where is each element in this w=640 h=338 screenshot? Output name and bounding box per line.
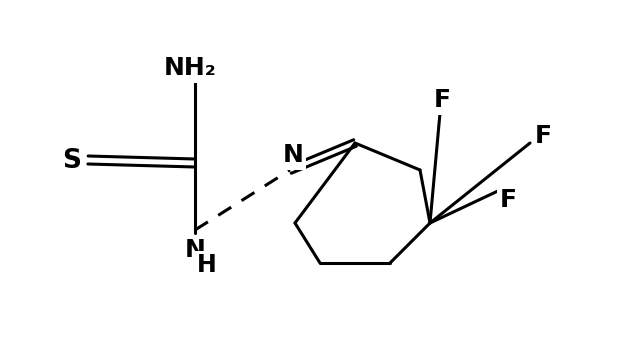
Text: F: F — [534, 124, 552, 148]
Text: N: N — [283, 143, 303, 167]
Text: H: H — [197, 253, 217, 277]
Text: F: F — [499, 188, 516, 212]
Text: N: N — [184, 238, 205, 262]
Text: F: F — [433, 88, 451, 112]
Text: S: S — [63, 148, 81, 174]
Text: NH₂: NH₂ — [164, 56, 216, 80]
